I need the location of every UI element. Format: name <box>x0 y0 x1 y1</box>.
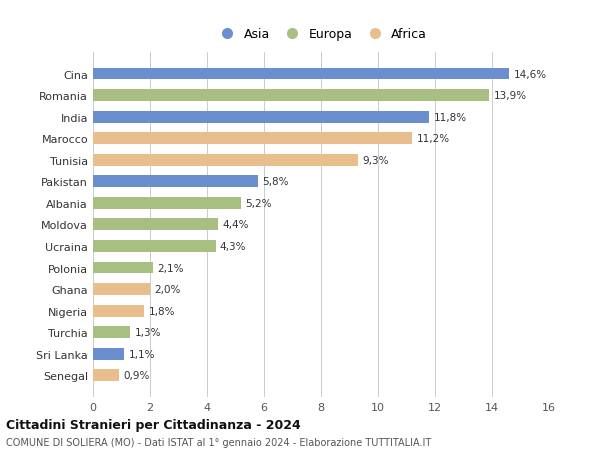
Bar <box>93 284 150 295</box>
Text: Cittadini Stranieri per Cittadinanza - 2024: Cittadini Stranieri per Cittadinanza - 2… <box>6 418 301 431</box>
Legend: Asia, Europa, Africa: Asia, Europa, Africa <box>211 25 431 45</box>
Bar <box>93 155 358 166</box>
Text: 1,8%: 1,8% <box>149 306 175 316</box>
Bar <box>93 133 412 145</box>
Text: 0,9%: 0,9% <box>123 370 149 381</box>
Bar <box>93 197 241 209</box>
Bar <box>93 112 430 123</box>
Text: 1,3%: 1,3% <box>134 327 161 337</box>
Bar <box>93 241 215 252</box>
Text: 11,2%: 11,2% <box>416 134 449 144</box>
Text: 9,3%: 9,3% <box>362 156 389 165</box>
Text: 4,4%: 4,4% <box>223 220 249 230</box>
Text: 2,0%: 2,0% <box>154 285 181 294</box>
Text: 5,8%: 5,8% <box>263 177 289 187</box>
Bar <box>93 219 218 231</box>
Bar <box>93 90 489 102</box>
Bar <box>93 305 145 317</box>
Bar <box>93 348 124 360</box>
Bar <box>93 262 153 274</box>
Text: 5,2%: 5,2% <box>245 198 272 208</box>
Bar <box>93 68 509 80</box>
Text: 13,9%: 13,9% <box>493 91 527 101</box>
Text: 1,1%: 1,1% <box>128 349 155 359</box>
Text: COMUNE DI SOLIERA (MO) - Dati ISTAT al 1° gennaio 2024 - Elaborazione TUTTITALIA: COMUNE DI SOLIERA (MO) - Dati ISTAT al 1… <box>6 437 431 447</box>
Bar <box>93 176 258 188</box>
Text: 14,6%: 14,6% <box>514 69 547 79</box>
Text: 2,1%: 2,1% <box>157 263 184 273</box>
Bar <box>93 326 130 338</box>
Text: 11,8%: 11,8% <box>434 112 467 123</box>
Text: 4,3%: 4,3% <box>220 241 247 252</box>
Bar <box>93 369 119 381</box>
